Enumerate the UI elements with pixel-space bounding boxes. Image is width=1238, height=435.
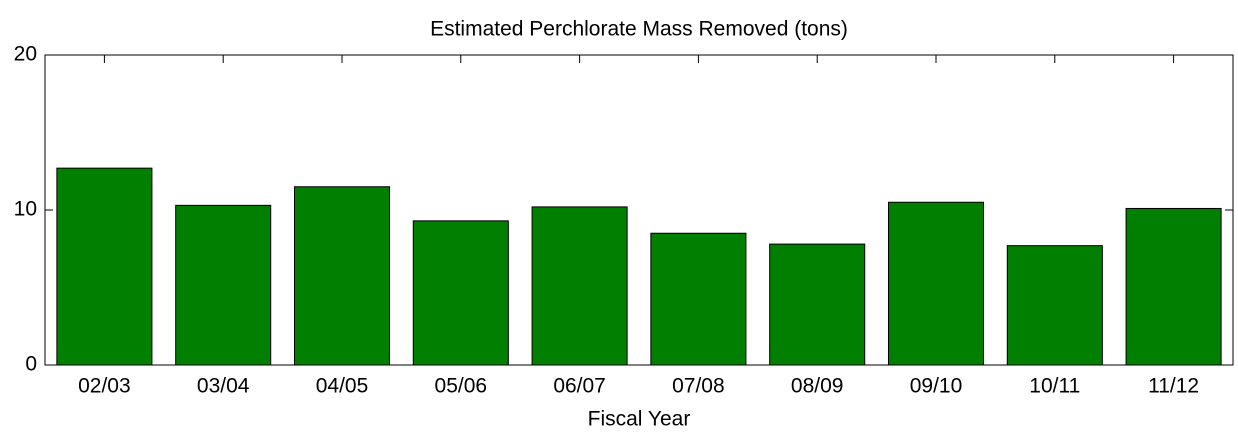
bar	[293, 186, 391, 366]
bar	[412, 220, 509, 366]
bar	[1125, 207, 1222, 366]
y-tick-label: 10	[14, 198, 37, 221]
x-tick-label: 07/08	[672, 375, 725, 398]
x-tick-label: 02/03	[78, 375, 131, 398]
chart-title: Estimated Perchlorate Mass Removed (tons…	[430, 18, 848, 41]
x-tick-label: 08/09	[791, 375, 844, 398]
bar	[56, 167, 153, 366]
bar	[1006, 245, 1103, 366]
x-tick-label: 11/12	[1148, 375, 1199, 398]
bar	[531, 206, 628, 366]
y-tick-label: 0	[25, 353, 37, 376]
x-tick-label: 09/10	[910, 375, 963, 398]
bar	[650, 232, 747, 366]
x-tick-label: 04/05	[316, 375, 369, 398]
x-tick-label: 06/07	[553, 375, 606, 398]
x-tick-label: 05/06	[435, 375, 488, 398]
bar	[175, 204, 272, 366]
bar	[887, 201, 985, 366]
x-tick-label: 10/11	[1029, 375, 1080, 398]
bar	[769, 243, 866, 366]
x-axis-label: Fiscal Year	[588, 408, 691, 431]
x-tick-label: 03/04	[197, 375, 250, 398]
plot-frame	[44, 54, 1234, 366]
y-tick-label: 20	[14, 43, 37, 66]
